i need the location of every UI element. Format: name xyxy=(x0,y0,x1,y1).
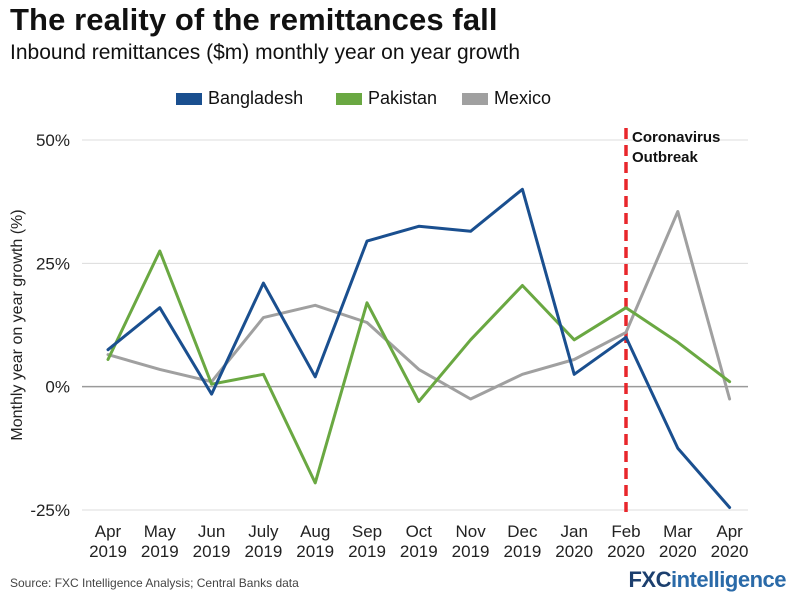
y-tick-label: 0% xyxy=(45,378,70,397)
chart-subtitle: Inbound remittances ($m) monthly year on… xyxy=(10,41,521,64)
x-tick-label-year: 2019 xyxy=(503,542,541,561)
legend-label-pakistan: Pakistan xyxy=(368,88,438,108)
annotation-label: Outbreak xyxy=(632,149,699,166)
x-tick-label-year: 2019 xyxy=(452,542,490,561)
fxc-intelligence-logo: FXCintelligence xyxy=(628,567,786,593)
x-tick-label-month: July xyxy=(248,522,279,541)
x-tick-label-month: Oct xyxy=(406,522,433,541)
x-tick-label-year: 2019 xyxy=(296,542,334,561)
legend-item-bangladesh: Bangladesh xyxy=(176,88,303,109)
x-tick-label-month: Apr xyxy=(95,522,122,541)
series-line-bangladesh xyxy=(106,187,732,509)
series-line-mexico xyxy=(106,210,732,401)
x-tick-label-month: Nov xyxy=(455,522,486,541)
legend-swatch-pakistan xyxy=(336,92,362,105)
x-tick-label-year: 2019 xyxy=(400,542,438,561)
x-tick-label-month: Jan xyxy=(560,522,587,541)
y-axis-label: Monthly year on year growth (%) xyxy=(9,209,26,440)
x-tick-label-year: 2020 xyxy=(607,542,645,561)
logo-part-fxc: FXC xyxy=(628,567,671,592)
x-tick-label-month: Jun xyxy=(198,522,225,541)
legend-item-mexico: Mexico xyxy=(462,88,551,109)
legend: Bangladesh Pakistan Mexico xyxy=(0,88,800,112)
x-tick-label-year: 2019 xyxy=(244,542,282,561)
legend-item-pakistan: Pakistan xyxy=(336,88,437,109)
x-tick-label-month: May xyxy=(144,522,177,541)
x-tick-label-year: 2019 xyxy=(348,542,386,561)
annotation-label: Coronavirus xyxy=(632,129,720,146)
x-tick-label-month: Sep xyxy=(352,522,382,541)
x-tick-label-month: Dec xyxy=(507,522,538,541)
x-tick-label-year: 2019 xyxy=(141,542,179,561)
legend-swatch-mexico xyxy=(462,92,488,105)
x-tick-label-year: 2020 xyxy=(659,542,697,561)
x-tick-label-year: 2019 xyxy=(89,542,127,561)
y-tick-label: 25% xyxy=(36,254,70,273)
x-tick-label-month: Mar xyxy=(663,522,693,541)
source-note: Source: FXC Intelligence Analysis; Centr… xyxy=(10,576,299,590)
legend-label-bangladesh: Bangladesh xyxy=(208,88,304,108)
x-tick-label-year: 2020 xyxy=(555,542,593,561)
y-tick-label: -25% xyxy=(30,501,70,520)
x-tick-label-year: 2020 xyxy=(711,542,749,561)
x-tick-label-month: Feb xyxy=(611,522,640,541)
chart-title: The reality of the remittances fall xyxy=(10,2,498,37)
legend-label-mexico: Mexico xyxy=(494,88,552,108)
logo-part-intelligence: intelligence xyxy=(670,567,787,592)
x-tick-label-month: Apr xyxy=(716,522,743,541)
y-tick-label: 50% xyxy=(36,131,70,150)
series-line-pakistan xyxy=(106,249,732,485)
x-tick-label-year: 2019 xyxy=(193,542,231,561)
legend-swatch-bangladesh xyxy=(176,92,202,105)
x-tick-label-month: Aug xyxy=(300,522,330,541)
